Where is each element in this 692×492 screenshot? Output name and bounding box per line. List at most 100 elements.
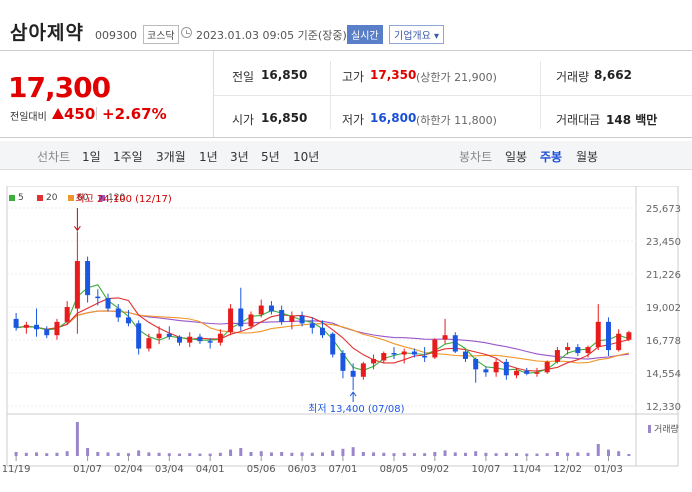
candle-body bbox=[54, 321, 60, 336]
candle-body bbox=[85, 261, 91, 296]
volume-bar bbox=[443, 450, 447, 456]
period-1y[interactable]: 1년 bbox=[199, 150, 218, 164]
ma60-label: 60 bbox=[77, 193, 89, 203]
low-value: 16,800 bbox=[370, 111, 417, 125]
volume-bar bbox=[566, 452, 570, 456]
volume-bar bbox=[494, 453, 498, 456]
candle-body bbox=[64, 307, 70, 322]
volume-bar bbox=[545, 453, 549, 456]
candle-daily[interactable]: 일봉 bbox=[505, 150, 528, 164]
prev-label: 전일 bbox=[232, 70, 255, 84]
candle-body bbox=[371, 358, 377, 364]
volume-bar bbox=[239, 448, 243, 456]
volume-bar bbox=[392, 453, 396, 456]
volume-bar bbox=[229, 449, 233, 456]
high-marker-arrow bbox=[73, 226, 81, 232]
candle-body bbox=[483, 369, 489, 373]
upper-limit: (상한가 21,900) bbox=[416, 71, 497, 84]
volume-bar bbox=[45, 453, 49, 456]
ma5-swatch bbox=[9, 195, 15, 201]
volume-bar bbox=[341, 448, 345, 456]
volume-bar bbox=[280, 452, 284, 456]
candle-body bbox=[595, 321, 601, 348]
high-annotation: 최고 24,100 (12/17) bbox=[75, 193, 171, 205]
diff-label: 전일대비 bbox=[10, 112, 47, 123]
volume-bar bbox=[484, 452, 488, 456]
candle-body bbox=[462, 351, 468, 359]
candle-body bbox=[146, 338, 152, 349]
candle-body bbox=[248, 314, 254, 327]
candle-body bbox=[156, 333, 162, 339]
realtime-button[interactable]: 실시간 bbox=[347, 25, 383, 44]
x-tick-label: 03/04 bbox=[155, 464, 184, 475]
candle-body bbox=[289, 315, 295, 322]
x-tick-label: 05/06 bbox=[247, 464, 276, 475]
candle-body bbox=[177, 336, 183, 343]
ma20-swatch bbox=[37, 195, 43, 201]
volume-bar bbox=[106, 452, 110, 456]
high-value: 17,350 bbox=[370, 68, 417, 82]
x-tick-label: 01/07 bbox=[73, 464, 102, 475]
candle-body bbox=[493, 361, 499, 373]
volume-bar bbox=[65, 451, 69, 456]
volume-bar bbox=[351, 447, 355, 456]
low-annotation: 최저 13,400 (07/08) bbox=[308, 403, 404, 415]
lower-limit: (하한가 11,800) bbox=[416, 114, 497, 127]
divider bbox=[96, 107, 97, 120]
column-divider bbox=[540, 61, 541, 129]
x-tick-label: 09/02 bbox=[420, 464, 449, 475]
volume-bar bbox=[157, 452, 161, 456]
candle-weekly[interactable]: 주봉 bbox=[540, 150, 563, 164]
candle-body bbox=[340, 353, 346, 371]
volume-label: 거래량 bbox=[556, 70, 590, 84]
volume-bar bbox=[178, 453, 182, 456]
candle-body bbox=[534, 372, 540, 374]
period-3y[interactable]: 3년 bbox=[230, 150, 249, 164]
y-tick-label: 16,778 bbox=[646, 336, 681, 347]
candle-body bbox=[279, 309, 285, 322]
period-5y[interactable]: 5년 bbox=[261, 150, 280, 164]
candle-body bbox=[514, 370, 520, 376]
diff-percent: +2.67% bbox=[102, 105, 167, 123]
candle-body bbox=[166, 333, 172, 337]
x-tick-label: 08/05 bbox=[380, 464, 409, 475]
candle-body bbox=[503, 361, 509, 376]
volume-bar bbox=[126, 453, 130, 456]
volume-bar bbox=[137, 450, 141, 456]
volume-bar bbox=[453, 452, 457, 456]
market-badge: 코스닥 bbox=[143, 25, 179, 44]
volume-bar bbox=[515, 453, 519, 456]
candlestick-chart[interactable]: 25,673 23,450 21,226 19,002 16,778 14,554 12,3… bbox=[0, 186, 692, 492]
candle-monthly[interactable]: 월봉 bbox=[576, 150, 599, 164]
volume-swatch bbox=[648, 425, 651, 433]
candle-body bbox=[330, 333, 336, 355]
x-tick-label: 02/04 bbox=[114, 464, 143, 475]
candle-body bbox=[115, 308, 121, 318]
company-overview-dropdown[interactable]: 기업개요 ▾ bbox=[389, 25, 444, 44]
period-1d[interactable]: 1일 bbox=[82, 150, 101, 164]
current-price-box: 17,300 전일대비 450 +2.67% bbox=[0, 51, 214, 137]
candle-body bbox=[197, 336, 203, 342]
stock-code: 009300 bbox=[95, 29, 137, 42]
volume-bar bbox=[14, 452, 18, 456]
candle-body bbox=[350, 370, 356, 377]
candle-body bbox=[422, 355, 428, 358]
ma5-label: 5 bbox=[18, 193, 24, 203]
period-10y[interactable]: 10년 bbox=[293, 150, 320, 164]
candle-body bbox=[13, 318, 19, 328]
candle-body bbox=[626, 332, 632, 340]
period-3m[interactable]: 3개월 bbox=[156, 150, 186, 164]
volume-bar bbox=[310, 452, 314, 456]
volume-bar bbox=[300, 452, 304, 456]
volume-bar bbox=[269, 452, 273, 456]
volume-bar bbox=[617, 451, 621, 456]
stock-name: 삼아제약 bbox=[10, 22, 84, 44]
candle-body bbox=[391, 353, 397, 355]
stock-header: 삼아제약 009300 코스닥 2023.01.03 09:05 기준(장중) … bbox=[0, 0, 692, 48]
volume-bar bbox=[361, 452, 365, 456]
volume-bar bbox=[474, 451, 478, 456]
period-1w[interactable]: 1주일 bbox=[113, 150, 143, 164]
candle-body bbox=[136, 323, 142, 349]
candle-body bbox=[34, 324, 40, 330]
volume-bar bbox=[555, 452, 559, 456]
